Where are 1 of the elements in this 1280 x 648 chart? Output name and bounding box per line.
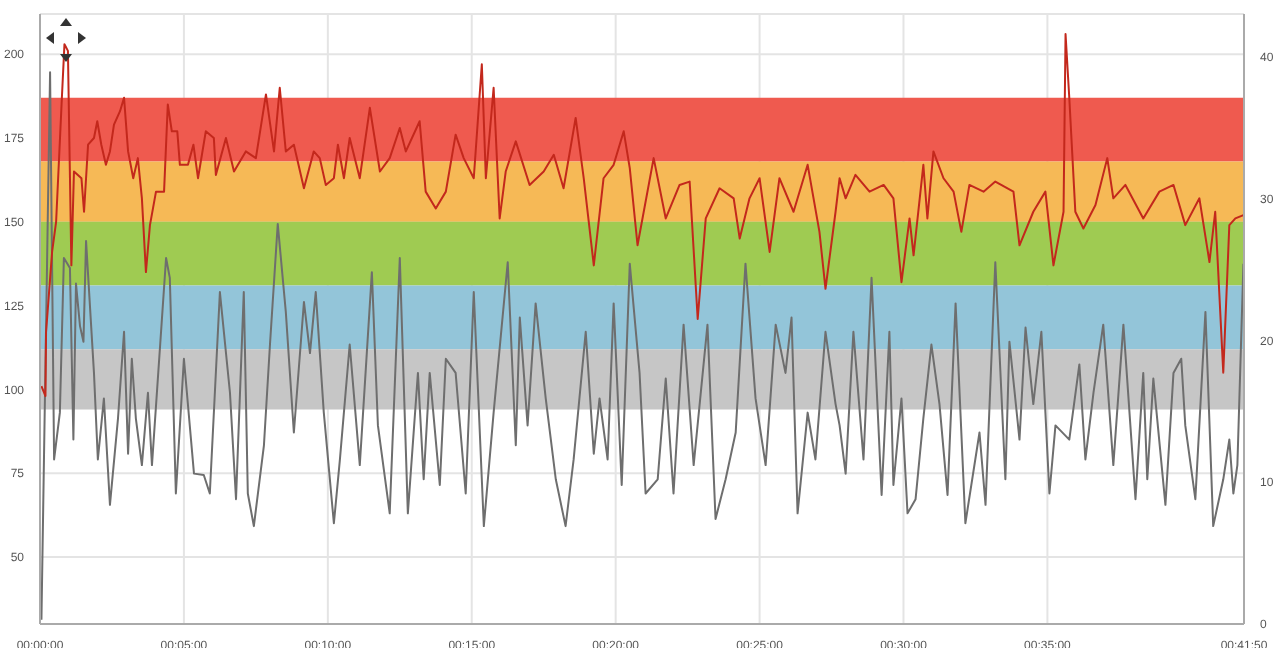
line-series bbox=[40, 33, 1244, 398]
